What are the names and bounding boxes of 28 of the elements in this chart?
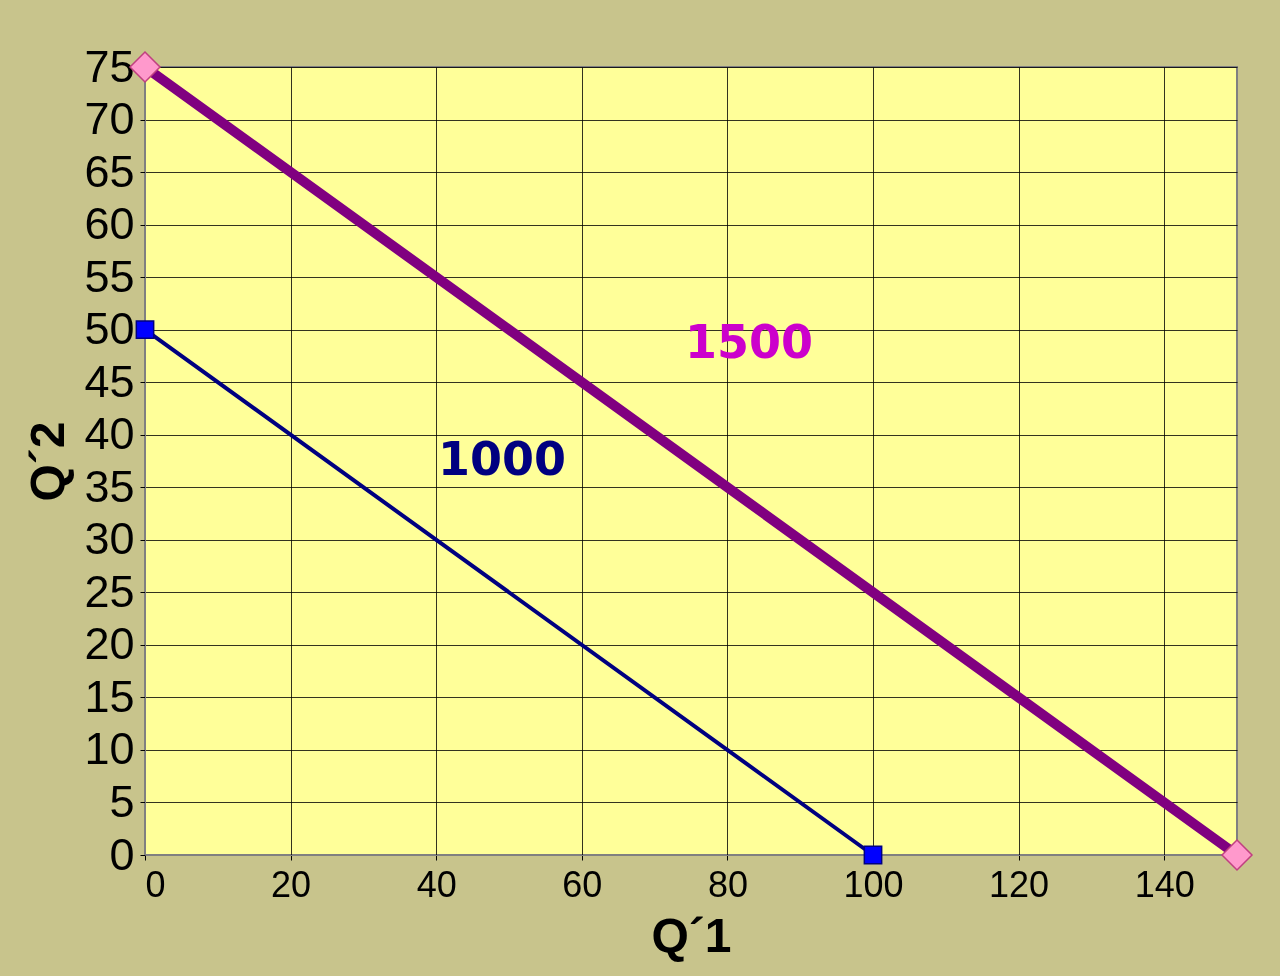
- x-tick-label: 60: [562, 863, 603, 905]
- y-tick-label: 10: [84, 723, 135, 775]
- x-axis-title: Q´1: [651, 908, 732, 962]
- x-tick-label: 140: [1134, 863, 1195, 905]
- point: [863, 845, 883, 865]
- y-tick-label: 25: [84, 565, 135, 617]
- x-tick-label: 40: [416, 863, 457, 905]
- y-tick-label: 35: [84, 460, 135, 512]
- y-tick-label: 30: [84, 513, 135, 565]
- y-tick-label: 75: [84, 40, 135, 92]
- series-label: 1000: [437, 432, 567, 487]
- y-tick-label: 70: [84, 93, 135, 145]
- y-tick-label: 40: [84, 408, 135, 460]
- y-tick-label: 65: [84, 145, 135, 197]
- y-tick-label: 60: [84, 198, 135, 250]
- y-tick-label: 50: [84, 303, 135, 355]
- point: [135, 320, 155, 340]
- x-tick-label: 100: [843, 863, 904, 905]
- y-tick-label: 20: [84, 618, 135, 670]
- y-tick-label: 45: [84, 355, 135, 407]
- y-tick-label: 5: [109, 775, 135, 827]
- y-axis-title: Q´2: [21, 421, 75, 502]
- x-tick-label: 120: [989, 863, 1050, 905]
- x-tick-label: 20: [271, 863, 312, 905]
- x-tick-label: 0: [145, 863, 166, 905]
- y-tick-label: 15: [84, 670, 135, 722]
- x-tick-label: 80: [707, 863, 748, 905]
- y-tick-label: 55: [84, 250, 135, 302]
